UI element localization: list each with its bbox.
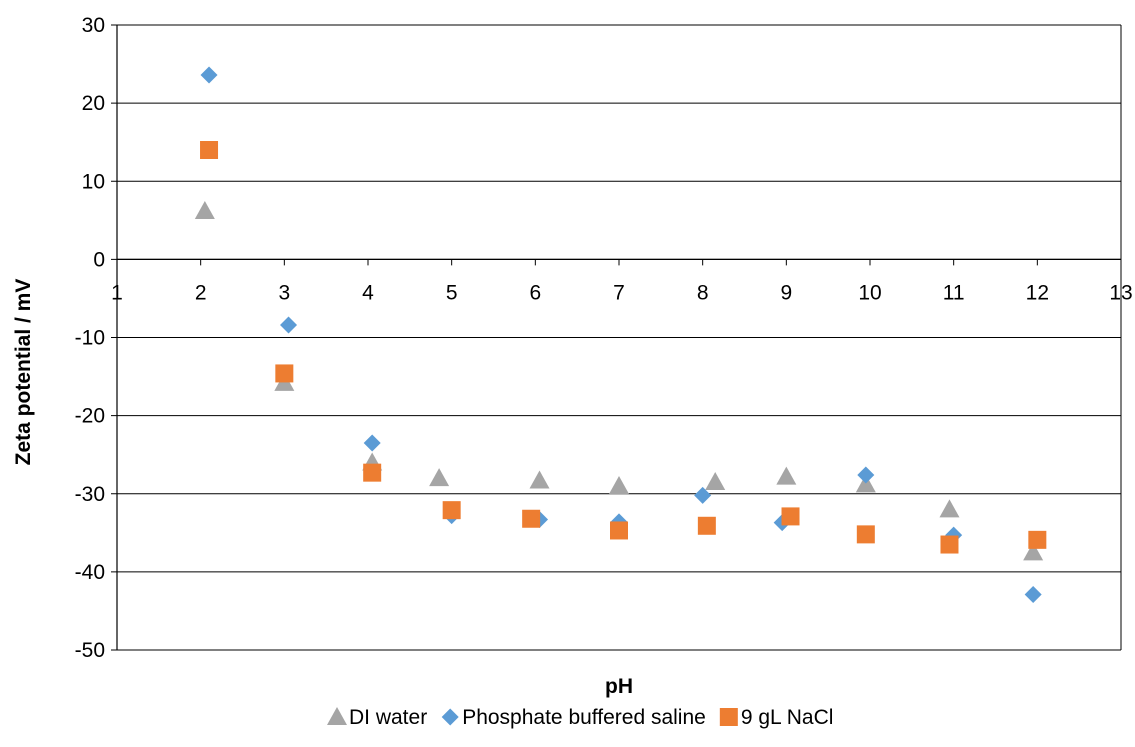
- x-tick-label: 5: [446, 281, 458, 304]
- point-9-gl-nacl: [442, 501, 461, 520]
- point-di-water: [194, 200, 215, 219]
- point-phosphate-buffered-saline: [694, 486, 712, 504]
- point-di-water: [776, 466, 797, 485]
- x-tick-label: 12: [1026, 281, 1049, 304]
- legend-marker-phosphate-buffered-saline: [441, 708, 459, 726]
- x-tick-label: 9: [780, 281, 792, 304]
- point-di-water: [1023, 542, 1044, 561]
- y-tick-label: -50: [75, 639, 105, 662]
- x-tick-label: 3: [278, 281, 290, 304]
- point-9-gl-nacl: [522, 509, 541, 528]
- y-tick-label: -30: [75, 483, 105, 506]
- point-phosphate-buffered-saline: [1024, 586, 1042, 604]
- x-tick-label: 6: [529, 281, 541, 304]
- point-phosphate-buffered-saline: [200, 66, 218, 84]
- point-9-gl-nacl: [363, 463, 382, 482]
- point-9-gl-nacl: [940, 535, 959, 554]
- legend-label-phosphate-buffered-saline: Phosphate buffered saline: [462, 706, 706, 729]
- point-9-gl-nacl: [856, 525, 875, 544]
- point-di-water: [529, 470, 550, 489]
- point-9-gl-nacl: [781, 507, 800, 526]
- point-phosphate-buffered-saline: [280, 316, 298, 334]
- point-9-gl-nacl: [275, 364, 294, 383]
- legend-label-9-gl-nacl: 9 gL NaCl: [741, 706, 834, 729]
- y-tick-label: -40: [75, 561, 105, 584]
- point-di-water: [429, 468, 450, 487]
- legend-label-di-water: DI water: [349, 706, 427, 729]
- point-9-gl-nacl: [1028, 530, 1047, 549]
- point-9-gl-nacl: [697, 516, 716, 535]
- y-tick-label: 20: [82, 92, 105, 115]
- y-tick-label: 10: [82, 170, 105, 193]
- point-9-gl-nacl: [200, 141, 219, 159]
- y-axis-title: Zeta potential / mV: [12, 279, 35, 466]
- x-tick-label: 2: [195, 281, 207, 304]
- gridlines: [117, 24, 1121, 651]
- x-tick-label: 1: [111, 281, 123, 304]
- y-tick-label: 0: [93, 248, 105, 271]
- point-di-water: [609, 475, 629, 494]
- y-tick-label: -20: [75, 405, 105, 428]
- point-phosphate-buffered-saline: [857, 466, 875, 484]
- x-tick-label: 11: [943, 281, 965, 304]
- legend-marker-di-water: [327, 707, 347, 725]
- legend: DI water Phosphate buffered saline 9 gL Na…: [327, 706, 833, 729]
- axes: [111, 24, 1122, 651]
- point-phosphate-buffered-saline: [363, 434, 381, 452]
- y-tick-label: 30: [82, 14, 105, 37]
- data-points: [194, 66, 1047, 604]
- x-tick-label: 13: [1109, 281, 1132, 304]
- y-tick-label: -10: [75, 327, 105, 350]
- x-tick-label: 8: [697, 281, 709, 304]
- x-tick-label: 7: [613, 281, 625, 304]
- point-di-water: [705, 472, 726, 491]
- x-tick-label: 10: [858, 281, 881, 304]
- legend-marker-9-gl-nacl: [719, 708, 738, 726]
- x-axis-title: pH: [605, 675, 633, 698]
- x-tick-label: 4: [362, 281, 374, 304]
- point-9-gl-nacl: [610, 521, 628, 540]
- point-di-water: [939, 499, 960, 518]
